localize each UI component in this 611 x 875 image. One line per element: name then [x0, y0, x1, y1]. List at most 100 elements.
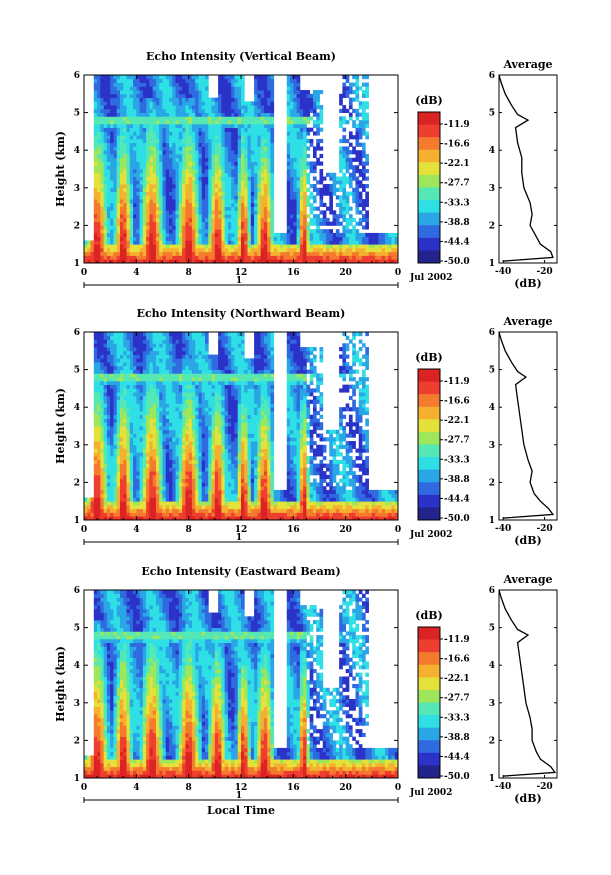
heatmap-cell	[267, 236, 271, 241]
heatmap-cell	[139, 217, 144, 223]
heatmap-cell	[110, 108, 114, 113]
heatmap-cell	[355, 259, 360, 264]
heatmap-cell	[303, 105, 307, 110]
heatmap-cell	[309, 142, 314, 147]
heatmap-cell	[195, 93, 199, 98]
heatmap-cell	[211, 210, 216, 215]
heatmap-cell	[362, 169, 366, 174]
heatmap-cell	[227, 206, 232, 211]
heatmap-cell	[129, 339, 134, 344]
heatmap-cell	[201, 123, 206, 129]
heatmap-cell	[188, 240, 193, 245]
heatmap-cell	[139, 516, 144, 521]
heatmap-cell	[188, 259, 193, 264]
heatmap-cell	[165, 93, 170, 98]
heatmap-cell	[97, 255, 101, 260]
heatmap-cell	[136, 97, 140, 102]
heatmap-cell	[375, 259, 379, 264]
heatmap-cell	[221, 75, 226, 80]
heatmap-cell	[214, 116, 219, 121]
heatmap-cell	[133, 127, 137, 132]
heatmap-cell	[348, 176, 353, 181]
heatmap-cell	[316, 112, 320, 117]
heatmap-cell	[221, 112, 226, 117]
heatmap-cell	[290, 210, 294, 215]
heatmap-cell	[237, 127, 242, 132]
heatmap-cell	[224, 169, 229, 174]
heatmap-cell	[129, 369, 134, 374]
heatmap-cell	[103, 459, 108, 464]
heatmap-cell	[198, 75, 203, 80]
heatmap-cell	[267, 101, 271, 106]
heatmap-cell	[146, 486, 150, 491]
heatmap-cell	[348, 82, 353, 87]
heatmap-cell	[352, 82, 356, 87]
heatmap-cell	[152, 206, 157, 211]
heatmap-cell	[97, 459, 101, 464]
heatmap-cell	[205, 187, 209, 192]
heatmap-cell	[159, 335, 163, 340]
heatmap-cell	[159, 373, 163, 378]
heatmap-cell	[142, 512, 147, 517]
heatmap-cell	[100, 105, 105, 110]
heatmap-cell	[155, 433, 160, 438]
heatmap-cell	[106, 467, 111, 472]
heatmap-cell	[319, 210, 324, 215]
heatmap-cell	[227, 101, 232, 106]
heatmap-cell	[355, 150, 360, 155]
heatmap-cell	[312, 112, 317, 117]
heatmap-cell	[234, 210, 239, 215]
heatmap-cell	[270, 138, 275, 144]
heatmap-cell	[293, 217, 297, 223]
heatmap-cell	[224, 210, 229, 215]
heatmap-cell	[119, 489, 124, 495]
heatmap-cell	[123, 354, 127, 359]
heatmap-cell	[355, 90, 360, 95]
heatmap-cell	[103, 157, 108, 162]
heatmap-cell	[133, 362, 137, 367]
heatmap-cell	[332, 210, 337, 215]
heatmap-cell	[106, 236, 111, 241]
heatmap-cell	[237, 157, 242, 162]
heatmap-cell	[224, 202, 229, 207]
heatmap-cell	[191, 161, 196, 166]
heatmap-cell	[195, 176, 199, 181]
heatmap-cell	[90, 508, 95, 513]
heatmap-cell	[247, 187, 252, 192]
heatmap-cell	[100, 131, 105, 136]
heatmap-cell	[110, 123, 114, 129]
heatmap-cell	[97, 161, 101, 166]
heatmap-cell	[165, 448, 170, 453]
heatmap-cell	[146, 403, 150, 408]
heatmap-cell	[146, 232, 150, 238]
heatmap-cell	[113, 75, 118, 80]
heatmap-cell	[319, 90, 324, 95]
heatmap-cell	[149, 407, 154, 412]
heatmap-cell	[270, 214, 275, 219]
heatmap-cell	[227, 86, 232, 91]
heatmap-cell	[352, 240, 356, 245]
heatmap-cell	[133, 244, 137, 249]
heatmap-cell	[208, 225, 212, 230]
heatmap-cell	[211, 232, 216, 238]
heatmap-cell	[175, 202, 180, 207]
heatmap-cell	[142, 120, 147, 125]
heatmap-cell	[159, 369, 163, 374]
heatmap-cell	[162, 471, 167, 476]
heatmap-cell	[162, 448, 167, 453]
heatmap-cell	[110, 86, 114, 91]
heatmap-cell	[191, 195, 196, 200]
heatmap-cell	[175, 112, 180, 117]
heatmap-cell	[146, 395, 150, 401]
heatmap-cell	[106, 350, 111, 355]
heatmap-cell	[113, 422, 118, 427]
heatmap-cell	[123, 210, 127, 215]
heatmap-cell	[162, 504, 167, 510]
heatmap-cell	[123, 259, 127, 264]
heatmap-cell	[155, 127, 160, 132]
heatmap-cell	[162, 157, 167, 162]
heatmap-cell	[293, 97, 297, 102]
heatmap-cell	[119, 441, 124, 446]
heatmap-cell	[178, 202, 183, 207]
heatmap-cell	[241, 97, 245, 102]
